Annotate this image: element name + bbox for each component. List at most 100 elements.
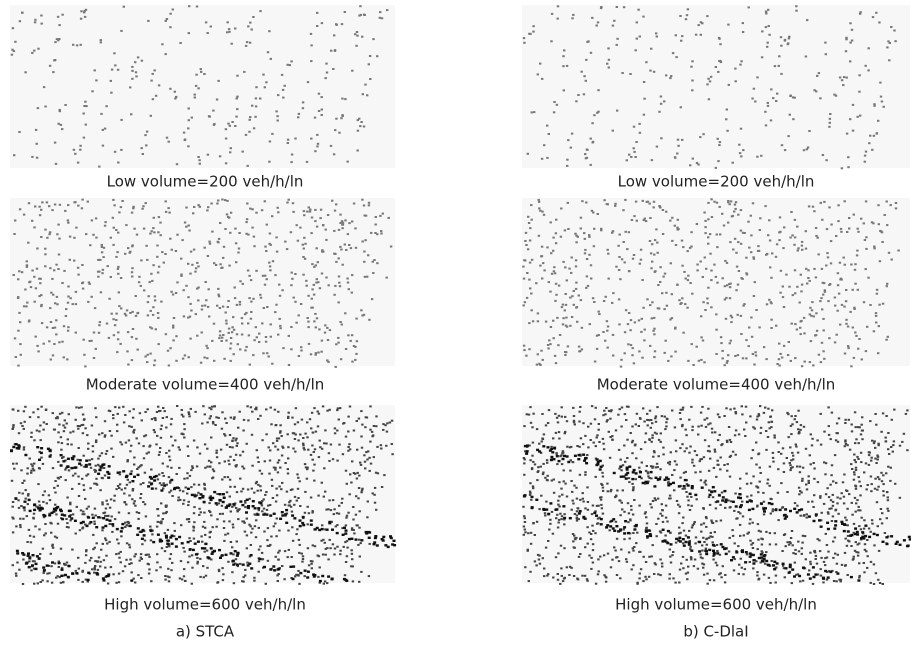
- vehicle-dot: [784, 545, 787, 548]
- vehicle-dot: [529, 482, 532, 485]
- congestion-dot: [218, 499, 222, 502]
- vehicle-dot: [822, 329, 825, 332]
- vehicle-dot: [168, 576, 171, 579]
- vehicle-dot: [232, 437, 235, 440]
- vehicle-dot: [67, 469, 71, 472]
- vehicle-dot: [707, 201, 710, 204]
- congestion-dot: [86, 578, 90, 582]
- vehicle-dot: [739, 512, 742, 515]
- vehicle-dot: [229, 151, 232, 154]
- vehicle-dot: [77, 273, 80, 276]
- vehicle-dot: [325, 508, 328, 511]
- vehicle-dot: [205, 344, 208, 347]
- vehicle-dot: [131, 244, 134, 247]
- vehicle-dot: [813, 477, 816, 480]
- vehicle-dot: [763, 562, 767, 565]
- vehicle-dot: [351, 565, 354, 568]
- vehicle-dot: [611, 333, 615, 336]
- vehicle-dot: [187, 455, 190, 457]
- vehicle-dot: [824, 41, 827, 44]
- vehicle-dot: [254, 482, 258, 485]
- vehicle-dot: [623, 444, 626, 447]
- congestion-dot: [10, 449, 13, 453]
- congestion-dot: [59, 464, 63, 467]
- vehicle-dot: [335, 23, 338, 26]
- vehicle-dot: [597, 504, 600, 507]
- vehicle-dot: [47, 494, 51, 497]
- vehicle-dot: [161, 518, 164, 520]
- vehicle-dot: [764, 26, 768, 29]
- vehicle-dot: [240, 490, 243, 493]
- vehicle-dot: [787, 37, 791, 40]
- congestion-dot: [15, 549, 19, 553]
- vehicle-dot: [797, 486, 801, 489]
- vehicle-dot: [704, 547, 708, 550]
- vehicle-dot: [218, 512, 222, 515]
- vehicle-dot: [779, 291, 782, 294]
- congestion-dot: [248, 562, 252, 565]
- vehicle-dot: [837, 292, 841, 295]
- vehicle-dot: [351, 69, 354, 72]
- vehicle-dot: [737, 213, 740, 216]
- vehicle-dot: [81, 287, 85, 290]
- vehicle-dot: [660, 503, 663, 506]
- vehicle-dot: [203, 550, 206, 553]
- congestion-dot: [152, 475, 156, 479]
- vehicle-dot: [671, 554, 674, 557]
- vehicle-dot: [585, 156, 589, 159]
- vehicle-dot: [672, 577, 675, 580]
- vehicle-dot: [141, 543, 144, 546]
- vehicle-dot: [857, 509, 860, 512]
- vehicle-dot: [668, 463, 671, 466]
- vehicle-dot: [82, 484, 85, 487]
- vehicle-dot: [355, 44, 358, 47]
- vehicle-dot: [42, 500, 45, 503]
- congestion-dot: [133, 475, 136, 478]
- vehicle-dot: [783, 38, 787, 41]
- congestion-dot: [199, 493, 203, 496]
- congestion-dot: [344, 578, 348, 582]
- vehicle-dot: [703, 541, 706, 543]
- vehicle-dot: [748, 326, 751, 329]
- vehicle-dot: [708, 503, 712, 506]
- vehicle-dot: [797, 432, 800, 435]
- vehicle-dot: [586, 508, 590, 511]
- vehicle-dot: [106, 503, 109, 506]
- congestion-dot: [152, 540, 156, 544]
- vehicle-dot: [287, 548, 290, 551]
- vehicle-dot: [607, 58, 611, 61]
- vehicle-dot: [99, 516, 102, 519]
- vehicle-dot: [101, 128, 104, 131]
- vehicle-dot: [883, 214, 886, 216]
- vehicle-dot: [823, 282, 826, 285]
- vehicle-dot: [707, 536, 711, 539]
- vehicle-dot: [180, 274, 183, 277]
- vehicle-dot: [202, 405, 205, 408]
- vehicle-dot: [250, 311, 253, 313]
- vehicle-dot: [233, 286, 236, 289]
- vehicle-dot: [153, 359, 157, 362]
- vehicle-dot: [116, 338, 120, 341]
- vehicle-dot: [242, 576, 245, 579]
- vehicle-dot: [312, 469, 315, 472]
- vehicle-dot: [19, 526, 22, 529]
- vehicle-dot: [156, 244, 159, 247]
- vehicle-dot: [733, 210, 736, 213]
- vehicle-dot: [293, 438, 297, 440]
- vehicle-dot: [372, 272, 375, 274]
- vehicle-dot: [776, 92, 779, 95]
- vehicle-dot: [727, 201, 730, 204]
- vehicle-dot: [798, 301, 801, 304]
- vehicle-dot: [294, 273, 297, 275]
- vehicle-dot: [172, 324, 175, 327]
- vehicle-dot: [689, 548, 692, 551]
- vehicle-dot: [169, 237, 172, 240]
- vehicle-dot: [67, 295, 70, 298]
- vehicle-dot: [750, 494, 753, 497]
- vehicle-dot: [168, 455, 171, 458]
- vehicle-dot: [546, 461, 549, 464]
- vehicle-dot: [302, 256, 305, 258]
- vehicle-dot: [812, 506, 815, 508]
- vehicle-dot: [689, 545, 692, 548]
- vehicle-dot: [528, 239, 532, 242]
